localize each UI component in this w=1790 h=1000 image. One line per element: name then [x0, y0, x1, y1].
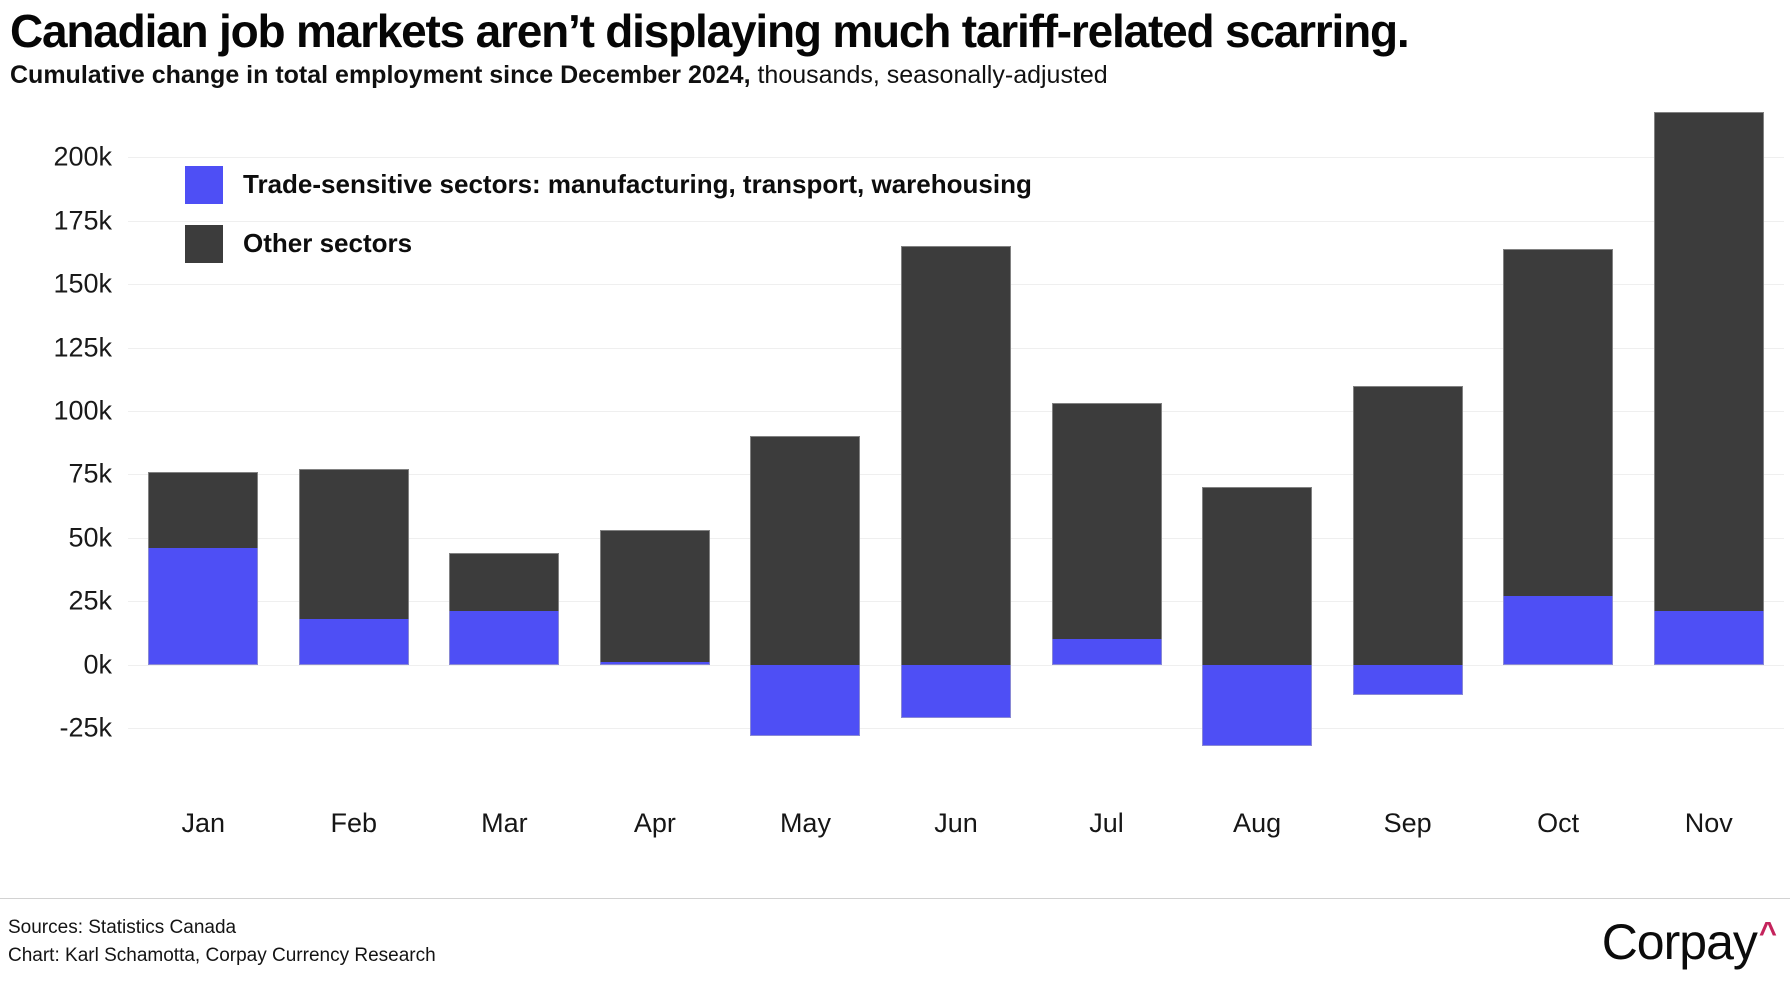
chart-title: Canadian job markets aren’t displaying m…: [10, 5, 1410, 57]
bar-segment-other-nov: [1653, 111, 1764, 612]
bar-segment-other-may: [750, 436, 861, 665]
x-axis-label-oct: Oct: [1537, 807, 1580, 838]
bar-jun: [900, 246, 1011, 718]
gridline-175k: [128, 220, 1784, 222]
y-axis-tick-label-200k: 200k: [53, 141, 112, 172]
bar-segment-other-oct: [1503, 248, 1614, 597]
bar-segment-trade-sep: [1352, 664, 1463, 695]
bar-apr: [599, 530, 710, 665]
bar-slot-aug: [1182, 102, 1333, 762]
bar-jan: [148, 471, 259, 665]
chart-subtitle: Cumulative change in total employment si…: [10, 61, 1790, 90]
legend-swatch-trade-sensitive: [185, 165, 223, 204]
bar-segment-other-jun: [900, 246, 1011, 665]
bar-aug: [1202, 487, 1313, 746]
bar-segment-trade-aug: [1202, 664, 1313, 746]
credits: Sources: Statistics Canada Chart: Karl S…: [8, 914, 436, 969]
legend-item-other-sectors: Other sectors: [185, 224, 1032, 263]
bar-segment-other-apr: [599, 530, 710, 663]
footer: Sources: Statistics Canada Chart: Karl S…: [0, 899, 1790, 971]
bar-segment-other-sep: [1352, 385, 1463, 665]
y-axis-tick-label--25k: -25k: [59, 712, 112, 743]
bar-slot-sep: [1332, 102, 1483, 762]
y-axis-tick-label-25k: 25k: [68, 585, 112, 616]
bar-segment-trade-feb: [298, 618, 409, 665]
legend-item-trade-sensitive: Trade-sensitive sectors: manufacturing, …: [185, 165, 1032, 204]
bar-segment-trade-jul: [1051, 639, 1162, 665]
y-axis-tick-label-50k: 50k: [68, 522, 112, 553]
plot-area: Trade-sensitive sectors: manufacturing, …: [128, 102, 1784, 762]
bar-feb: [298, 469, 409, 665]
y-axis-tick-label-125k: 125k: [53, 332, 112, 363]
bar-segment-trade-oct: [1503, 596, 1614, 665]
y-axis-tick-label-100k: 100k: [53, 395, 112, 426]
bar-oct: [1503, 248, 1614, 665]
y-axis-tick-label-175k: 175k: [53, 205, 112, 236]
bar-slot-jul: [1031, 102, 1182, 762]
gridline--25k: [128, 727, 1784, 729]
bar-may: [750, 436, 861, 736]
bar-slot-oct: [1483, 102, 1634, 762]
legend-label-trade-sensitive: Trade-sensitive sectors: manufacturing, …: [243, 169, 1032, 200]
bar-nov: [1653, 111, 1764, 665]
bar-segment-other-jan: [148, 471, 259, 548]
bar-slot-may: [730, 102, 881, 762]
header: Canadian job markets aren’t displaying m…: [0, 0, 1790, 90]
bar-sep: [1352, 385, 1463, 696]
y-axis-tick-label-0k: 0k: [83, 649, 112, 680]
bar-slot-mar: [429, 102, 580, 762]
credit-sources: Sources: Statistics Canada: [8, 917, 237, 939]
bar-segment-other-mar: [449, 553, 560, 612]
y-axis-tick-label-150k: 150k: [53, 268, 112, 299]
x-axis-label-nov: Nov: [1684, 807, 1733, 838]
bar-segment-trade-apr: [599, 662, 710, 665]
x-axis-label-sep: Sep: [1383, 807, 1432, 838]
x-axis-label-jun: Jun: [934, 807, 978, 838]
x-axis-labels: Jan Feb Mar Apr May Jun Jul Aug Sep Oct Nov: [128, 808, 1784, 842]
x-axis-label-apr: Apr: [633, 807, 676, 838]
gridline-200k: [128, 157, 1784, 159]
bar-jul: [1051, 403, 1162, 665]
y-axis-tick-label-75k: 75k: [68, 458, 112, 489]
x-axis-label-aug: Aug: [1233, 807, 1282, 838]
x-axis-label-jul: Jul: [1089, 807, 1124, 838]
bar-slot-jan: [128, 102, 279, 762]
corpay-logo-text: Corpay: [1601, 913, 1758, 970]
corpay-logo: Corpay^: [1601, 913, 1777, 971]
bar-segment-trade-mar: [449, 611, 560, 665]
chart-area: Trade-sensitive sectors: manufacturing, …: [0, 102, 1790, 762]
x-axis-label-mar: Mar: [481, 807, 528, 838]
x-axis-label-jan: Jan: [181, 807, 226, 838]
bar-segment-other-aug: [1202, 487, 1313, 665]
bar-mar: [449, 553, 560, 665]
footer-divider: [0, 897, 1790, 899]
bar-segment-trade-may: [750, 664, 861, 736]
subtitle-bold: Cumulative change in total employment si…: [10, 60, 751, 89]
bar-segment-other-feb: [298, 469, 409, 619]
bar-slot-feb: [279, 102, 430, 762]
x-axis: Jan Feb Mar Apr May Jun Jul Aug Sep Oct Nov: [0, 808, 1790, 842]
bar-segment-trade-nov: [1653, 611, 1764, 665]
bar-slot-nov: [1633, 102, 1784, 762]
subtitle-regular: thousands, seasonally-adjusted: [750, 60, 1108, 89]
corpay-caret-icon: ^: [1758, 915, 1777, 951]
bar-segment-other-jul: [1051, 403, 1162, 640]
credit-chart-author: Chart: Karl Schamotta, Corpay Currency R…: [8, 944, 436, 966]
bar-slot-apr: [580, 102, 731, 762]
legend-label-other-sectors: Other sectors: [243, 228, 413, 259]
bar-slot-jun: [881, 102, 1032, 762]
x-axis-label-may: May: [779, 807, 831, 838]
bar-segment-trade-jun: [900, 664, 1011, 718]
legend: Trade-sensitive sectors: manufacturing, …: [185, 165, 1032, 263]
legend-swatch-other-sectors: [185, 224, 223, 263]
bar-segment-trade-jan: [148, 547, 259, 665]
x-axis-label-feb: Feb: [330, 807, 378, 838]
